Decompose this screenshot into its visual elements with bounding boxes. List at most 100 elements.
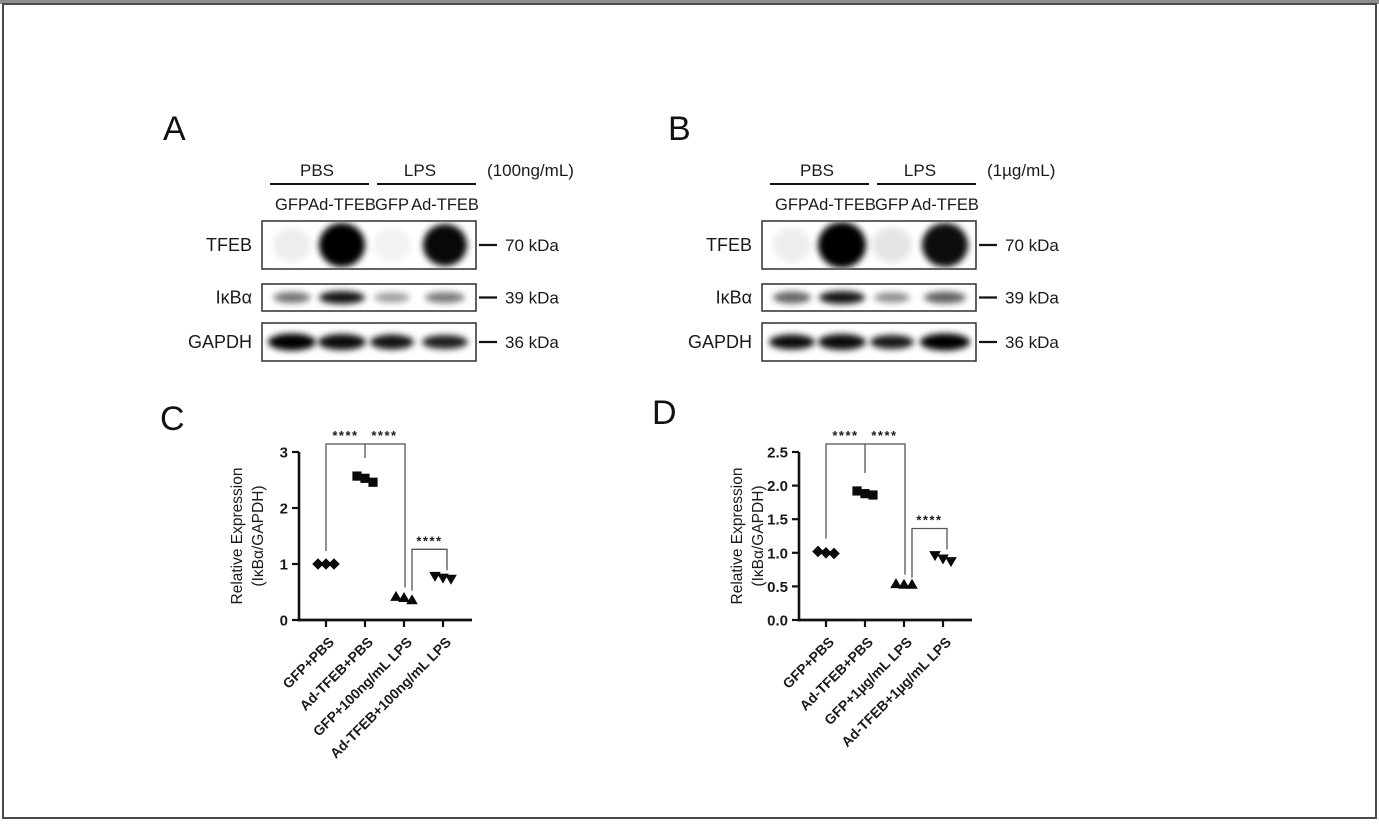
lane-label: Ad-TFEB [308,196,376,214]
data-point [390,590,402,601]
blot-band [818,334,866,350]
mw-marker-label: 39 kDa [505,289,559,308]
blot-band [922,223,968,267]
treatment-group-label: PBS [800,161,834,180]
treatment-group-label: LPS [904,161,936,180]
data-point [398,592,410,602]
data-point [906,578,918,589]
mw-marker-label: 70 kDa [1005,236,1059,255]
dose-label: (100ng/mL) [487,161,574,180]
blot-band [773,228,811,262]
lane-label: GFP [375,196,409,214]
y-tick-label: 2.5 [767,445,788,462]
figure-border [2,3,1377,819]
scatter-chart-d: 0.00.51.01.52.02.5GFP+PBSAd-TFEB+PBSGFP+… [729,428,972,750]
data-point [929,551,941,562]
mw-marker-label: 70 kDa [505,236,559,255]
blot-band [374,292,410,303]
data-point [852,486,862,496]
blot-band [773,291,811,304]
blot-band [423,224,467,266]
data-point [368,477,378,487]
mw-marker-label: 36 kDa [1005,333,1059,352]
treatment-group-label: LPS [404,161,436,180]
blot-bands [273,223,467,267]
data-point [868,490,878,500]
blot-band [370,334,414,350]
protein-label: GAPDH [688,332,752,352]
blot-band [769,334,815,350]
y-tick-label: 0 [280,613,288,630]
blot-band [874,292,910,303]
data-point [898,578,910,589]
significance-stars: **** [832,428,858,443]
blot-band [273,228,311,262]
blot-band [872,227,912,263]
blot-band [819,291,865,304]
y-tick-label: 0.5 [767,579,788,596]
data-point [945,557,957,568]
significance-stars: **** [871,428,897,443]
y-tick-label: 3 [280,445,288,462]
data-point [820,547,832,559]
protein-label: IκBα [216,288,252,308]
blot-bands [773,222,968,268]
lane-label: GFP [775,196,809,214]
panel-label-b: B [668,110,691,148]
protein-label: TFEB [206,235,252,255]
y-axis-label: Relative Expression [729,468,746,605]
blot-band [273,292,311,303]
data-point [352,471,362,481]
y-tick-label: 1.5 [767,512,788,529]
blot-band [924,291,966,304]
blot-band [318,334,366,350]
blot-band [422,335,468,349]
blot-bands [268,333,468,351]
data-point [328,558,340,570]
panel-label-c: C [160,400,185,438]
dose-label: (1µg/mL) [987,161,1055,180]
lane-label: GFP [275,196,309,214]
mw-marker-label: 36 kDa [505,333,559,352]
blot-band [870,335,914,349]
series-triangle-up [890,578,918,589]
blot-bands [773,291,966,304]
y-axis-label: (IκBα/GAPDH) [250,485,267,586]
data-point [406,594,418,605]
panel-label-d: D [652,394,677,432]
series-diamond [812,545,840,560]
data-point [828,547,840,560]
significance-bracket [325,443,406,588]
lane-label: Ad-TFEB [911,196,979,214]
data-point [890,578,902,589]
western-blot-panel-a: PBS LPS (100ng/mL)GFP Ad-TFEB GFP Ad-TFEBTFEB… [188,161,574,362]
significance-bracket [911,527,948,578]
data-point [429,571,441,582]
blot-band [818,222,866,268]
significance-bracket [411,548,448,591]
y-axis-label: (IκBα/GAPDH) [750,485,767,586]
blot-band [319,291,365,304]
y-tick-label: 1 [280,557,288,574]
blot-band [425,292,465,303]
data-point [812,545,824,558]
panel-label-a: A [163,110,186,148]
series-triangle-down [429,571,457,585]
blot-bands [273,291,465,304]
y-tick-label: 2.0 [767,478,788,495]
protein-label: TFEB [706,235,752,255]
data-point [937,554,949,565]
treatment-group-label: PBS [300,161,334,180]
series-square [352,471,378,487]
data-point [360,473,370,483]
y-tick-label: 1.0 [767,545,788,562]
blot-bands [769,333,970,351]
lane-label: GFP [875,196,909,214]
blot-band [319,223,365,267]
series-square [852,486,878,500]
window-top-edge [0,0,1379,4]
significance-stars: **** [916,512,942,527]
protein-label: IκBα [716,288,752,308]
